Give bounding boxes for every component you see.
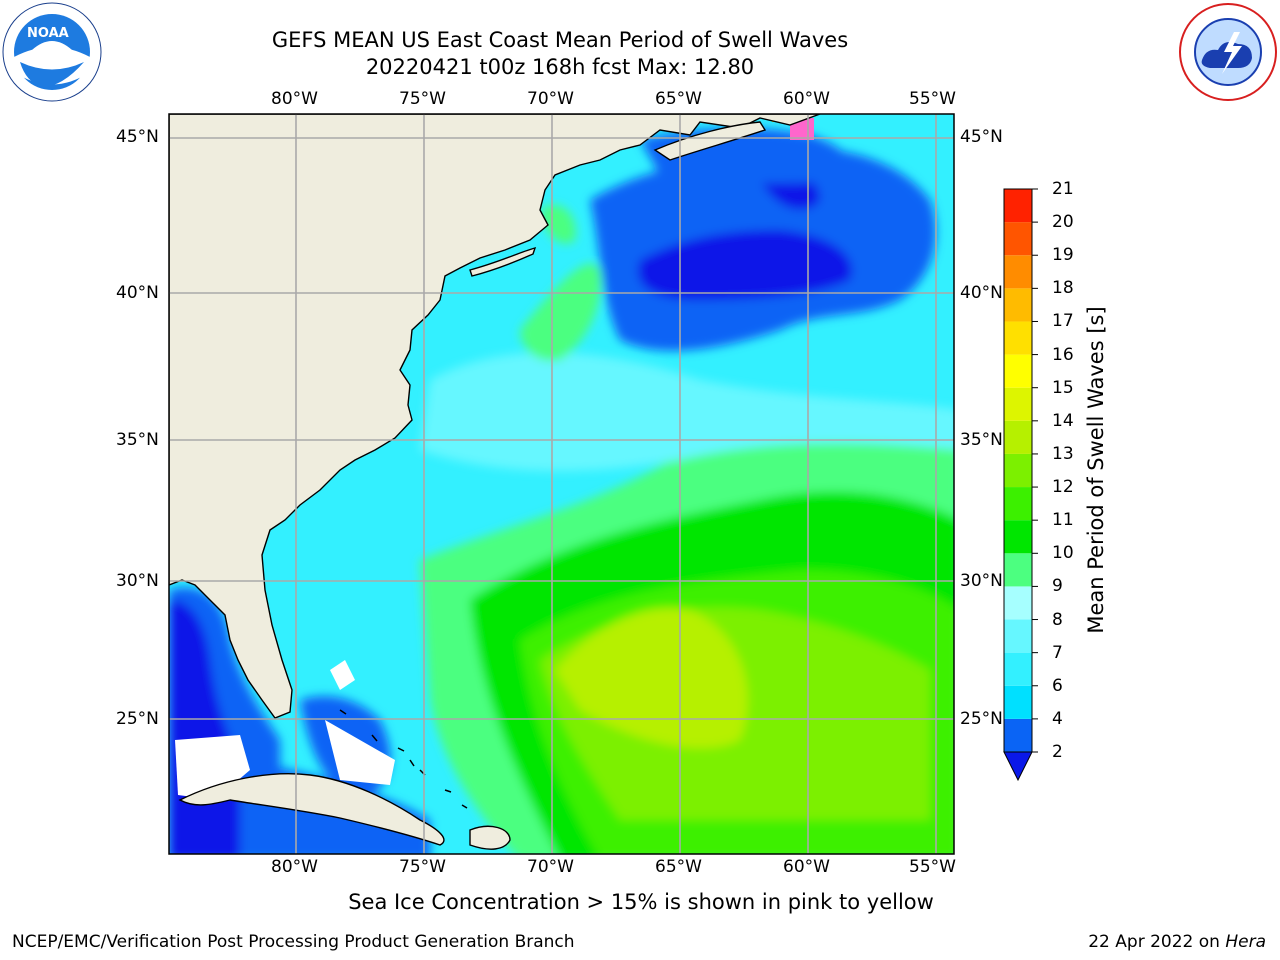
colorbar-segment xyxy=(1004,387,1032,421)
lon-label-bottom: 55°W xyxy=(909,857,956,877)
colorbar-segment xyxy=(1004,288,1032,322)
colorbar-under-extend xyxy=(1003,751,1033,782)
footer-host: Hera xyxy=(1225,932,1266,952)
colorbar-tick-label: 18 xyxy=(1052,278,1074,299)
lon-label-top: 80°W xyxy=(271,89,318,109)
footer-date: 22 Apr 2022 on Hera xyxy=(1088,932,1266,952)
footer-date-text: 22 Apr 2022 on xyxy=(1088,932,1226,952)
lat-label-left: 25°N xyxy=(116,709,159,729)
colorbar-tick-label: 8 xyxy=(1052,609,1063,630)
lat-label-right: 40°N xyxy=(960,283,1003,303)
lat-label-left: 35°N xyxy=(116,430,159,450)
noaa-logo xyxy=(2,2,102,102)
colorbar-frame xyxy=(1003,188,1033,753)
colorbar-tick-label: 7 xyxy=(1052,642,1063,663)
land-cuba xyxy=(178,773,445,846)
colorbar-segment xyxy=(1004,487,1032,521)
lat-label-left: 45°N xyxy=(116,127,159,147)
colorbar-segment xyxy=(1004,586,1032,620)
footer-credit: NCEP/EMC/Verification Post Processing Pr… xyxy=(12,932,575,952)
chart-title: GEFS MEAN US East Coast Mean Period of S… xyxy=(271,28,849,52)
colorbar-tick-label: 15 xyxy=(1052,377,1074,398)
colorbar-segment xyxy=(1004,321,1032,355)
lon-label-bottom: 65°W xyxy=(655,857,702,877)
lon-label-top: 60°W xyxy=(783,89,830,109)
colorbar-tick-label: 6 xyxy=(1052,675,1063,696)
lon-label-top: 75°W xyxy=(399,89,446,109)
lon-label-bottom: 80°W xyxy=(271,857,318,877)
colorbar-tick-label: 10 xyxy=(1052,543,1074,564)
colorbar-tick-label: 19 xyxy=(1052,245,1074,266)
lat-label-right: 30°N xyxy=(960,571,1003,591)
lon-label-top: 70°W xyxy=(527,89,574,109)
colorbar-tick-label: 12 xyxy=(1052,477,1074,498)
colorbar-segment xyxy=(1004,718,1032,752)
map-frame xyxy=(168,113,955,855)
colorbar-segment xyxy=(1004,685,1032,719)
lon-label-top: 55°W xyxy=(909,89,956,109)
colorbar-tick-label: 14 xyxy=(1052,410,1074,431)
nws-logo xyxy=(1179,3,1277,101)
colorbar-tick-label: 20 xyxy=(1052,212,1074,233)
no-data-patch xyxy=(325,720,395,785)
colorbar-segment xyxy=(1004,553,1032,587)
colorbar-tick-label: 16 xyxy=(1052,344,1074,365)
lon-label-bottom: 60°W xyxy=(783,857,830,877)
colorbar-tick-label: 21 xyxy=(1052,179,1074,199)
colorbar-segment xyxy=(1004,652,1032,686)
chart-subtitle: 20220421 t00z 168h fcst Max: 12.80 xyxy=(365,55,755,79)
colorbar-segment xyxy=(1004,453,1032,488)
colorbar-segment xyxy=(1004,222,1032,256)
colorbar xyxy=(1003,188,1038,782)
colorbar-tick-label: 9 xyxy=(1052,576,1063,597)
colorbar-tick-label: 13 xyxy=(1052,443,1074,464)
colorbar-label: Mean Period of Swell Waves [s] xyxy=(1084,306,1108,634)
colorbar-segment xyxy=(1004,189,1032,223)
sea-ice-note: Sea Ice Concentration > 15% is shown in … xyxy=(348,890,934,914)
colorbar-tick-label: 11 xyxy=(1052,510,1074,531)
colorbar-tick-label: 4 xyxy=(1052,708,1063,729)
colorbar-segment xyxy=(1004,619,1032,653)
lon-label-bottom: 75°W xyxy=(399,857,446,877)
land-long-island xyxy=(469,246,537,277)
colorbar-segment xyxy=(1004,255,1032,289)
colorbar-tick-label: 17 xyxy=(1052,311,1074,332)
no-data-patch xyxy=(330,660,355,690)
bahamas-islands xyxy=(339,709,468,809)
colorbar-segment xyxy=(1004,420,1032,454)
land-north-america xyxy=(169,114,821,719)
lat-label-right: 35°N xyxy=(960,430,1003,450)
colorbar-tick-label: 2 xyxy=(1052,742,1063,762)
graticule xyxy=(169,114,954,854)
lat-label-right: 25°N xyxy=(960,709,1003,729)
noaa-logo-text: NOAA xyxy=(27,26,69,41)
lon-label-bottom: 70°W xyxy=(527,857,574,877)
lon-label-top: 65°W xyxy=(655,89,702,109)
land-hispaniola xyxy=(469,825,511,850)
colorbar-segment xyxy=(1004,520,1032,554)
lat-label-left: 40°N xyxy=(116,283,159,303)
colorbar-segment xyxy=(1004,354,1032,388)
lat-label-left: 30°N xyxy=(116,571,159,591)
lat-label-right: 45°N xyxy=(960,127,1003,147)
